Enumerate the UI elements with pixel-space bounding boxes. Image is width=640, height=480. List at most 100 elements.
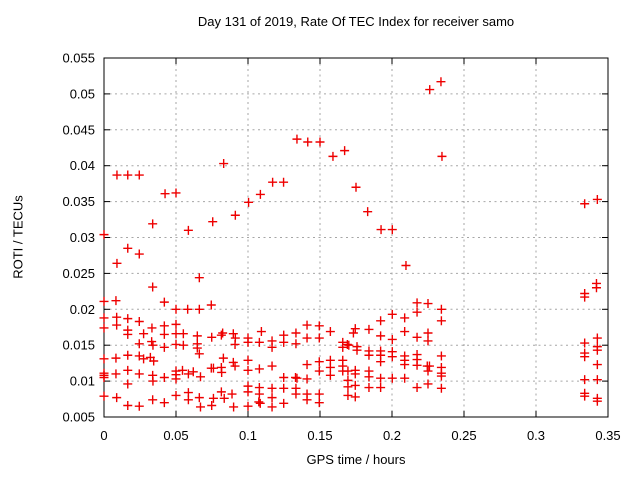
- data-point-marker: [314, 389, 324, 399]
- data-point-marker: [387, 225, 397, 235]
- data-point-marker: [111, 369, 121, 379]
- x-axis-label: GPS time / hours: [306, 452, 406, 467]
- data-point-marker: [230, 210, 240, 220]
- data-point-marker: [134, 401, 144, 411]
- x-tick-label: 0.35: [595, 428, 620, 443]
- data-point-marker: [159, 329, 169, 339]
- data-point-marker: [148, 340, 158, 350]
- data-point-marker: [423, 328, 433, 338]
- data-point-marker: [171, 304, 181, 314]
- data-point-marker: [99, 230, 109, 240]
- data-point-marker: [350, 392, 360, 402]
- data-point-marker: [112, 170, 122, 180]
- data-point-marker: [592, 345, 602, 355]
- data-point-marker: [425, 85, 435, 95]
- data-point-marker: [302, 320, 312, 330]
- data-point-marker: [291, 373, 301, 383]
- data-point-marker: [580, 391, 590, 401]
- data-point-marker: [350, 369, 360, 379]
- data-point-marker: [217, 367, 227, 377]
- data-point-marker: [292, 134, 302, 144]
- data-point-marker: [148, 219, 158, 229]
- data-point-marker: [255, 189, 265, 199]
- data-point-marker: [160, 189, 170, 199]
- data-point-marker: [229, 402, 239, 412]
- data-point-marker: [148, 395, 158, 405]
- data-point-marker: [139, 354, 149, 364]
- data-point-marker: [350, 380, 360, 390]
- data-point-marker: [254, 389, 264, 399]
- data-point-marker: [292, 373, 302, 383]
- x-tick-label: 0.05: [163, 428, 188, 443]
- y-tick-label: 0.02: [70, 302, 95, 317]
- data-point-marker: [243, 355, 253, 365]
- y-tick-label: 0.055: [62, 51, 95, 66]
- data-point-marker: [580, 352, 590, 362]
- data-point-marker: [343, 382, 353, 392]
- data-point-marker: [279, 373, 289, 383]
- data-point-marker: [302, 374, 312, 384]
- data-point-marker: [218, 353, 228, 363]
- data-point-marker: [159, 297, 169, 307]
- x-tick-label: 0.3: [527, 428, 545, 443]
- data-point-marker: [254, 364, 264, 374]
- data-point-marker: [227, 389, 237, 399]
- data-point-marker: [244, 197, 254, 207]
- data-point-marker: [123, 329, 133, 339]
- data-point-marker: [314, 366, 324, 376]
- data-point-marker: [99, 391, 109, 401]
- data-point-marker: [134, 369, 144, 379]
- data-point-marker: [171, 188, 181, 198]
- data-point-marker: [592, 396, 602, 406]
- data-point-marker: [387, 309, 397, 319]
- x-tick-label: 0.1: [239, 428, 257, 443]
- data-point-marker: [99, 296, 109, 306]
- data-point-marker: [183, 225, 193, 235]
- data-point-marker: [188, 367, 198, 377]
- data-point-marker: [183, 369, 193, 379]
- data-point-marker: [192, 331, 202, 341]
- data-point-marker: [134, 317, 144, 327]
- data-point-marker: [436, 383, 446, 393]
- data-point-marker: [376, 357, 386, 367]
- y-tick-label: 0.04: [70, 158, 95, 173]
- data-point-marker: [178, 329, 188, 339]
- data-point-marker: [112, 393, 122, 403]
- data-point-marker: [314, 398, 324, 408]
- data-point-marker: [228, 329, 238, 339]
- data-point-marker: [123, 401, 133, 411]
- data-point-marker: [302, 360, 312, 370]
- data-point-marker: [436, 371, 446, 381]
- data-point-marker: [580, 292, 590, 302]
- data-point-marker: [148, 376, 158, 386]
- y-tick-label: 0.05: [70, 86, 95, 101]
- data-point-marker: [364, 383, 374, 393]
- data-point-marker: [134, 249, 144, 259]
- data-point-marker: [364, 372, 374, 382]
- x-tick-label: 0: [100, 428, 107, 443]
- data-point-marker: [208, 363, 218, 373]
- data-point-marker: [400, 360, 410, 370]
- data-point-marker: [216, 387, 226, 397]
- data-point-marker: [314, 321, 324, 331]
- data-point-marker: [340, 146, 350, 156]
- x-tick-label: 0.15: [307, 428, 332, 443]
- data-point-marker: [350, 324, 360, 334]
- data-point-marker: [376, 316, 386, 326]
- data-point-marker: [230, 339, 240, 349]
- data-point-marker: [159, 321, 169, 331]
- data-point-marker: [99, 373, 109, 383]
- data-point-marker: [348, 328, 358, 338]
- data-point-marker: [219, 159, 229, 169]
- data-point-marker: [148, 282, 158, 292]
- data-point-marker: [592, 194, 602, 204]
- data-point-marker: [171, 319, 181, 329]
- data-point-marker: [134, 339, 144, 349]
- y-tick-label: 0.01: [70, 374, 95, 389]
- data-point-marker: [412, 298, 422, 308]
- data-point-marker: [436, 351, 446, 361]
- data-point-marker: [387, 334, 397, 344]
- data-point-marker: [436, 304, 446, 314]
- data-point-marker: [436, 316, 446, 326]
